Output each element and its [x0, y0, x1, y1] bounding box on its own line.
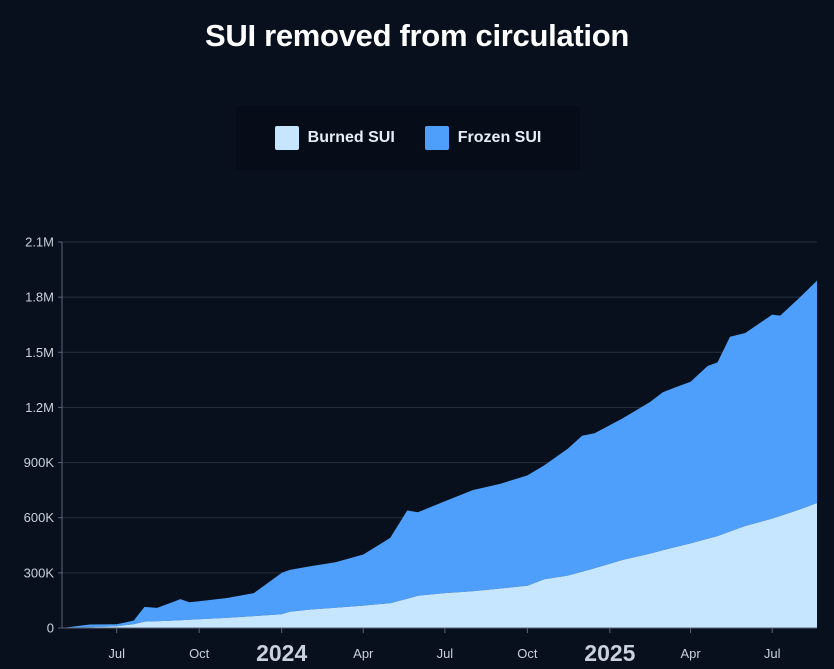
y-tick-label-6: 1.8M [25, 290, 54, 305]
y-tick-label-3: 900K [24, 455, 55, 470]
legend-swatch-burned-sui [274, 126, 299, 150]
y-tick-label-4: 1.2M [25, 400, 54, 415]
legend-item-frozen-sui[interactable]: Frozen SUI [424, 126, 542, 150]
x-tick-label-2: 2024 [256, 640, 307, 666]
chart-title: SUI removed from circulation [205, 18, 629, 53]
x-tick-label-5: Oct [517, 646, 538, 661]
y-tick-label-0: 0 [47, 621, 54, 636]
axes [61, 242, 817, 629]
y-tick-label-1: 300K [24, 565, 55, 580]
legend-label-frozen-sui: Frozen SUI [457, 129, 542, 146]
x-tick-label-8: Jul [764, 646, 781, 661]
legend: Burned SUI Frozen SUI [236, 106, 580, 170]
legend-swatch-frozen-sui [424, 126, 449, 150]
x-axis-ticks: Jul Oct 2024 Apr Jul Oct 2025 Apr Jul [108, 628, 781, 666]
x-tick-label-6: 2025 [584, 640, 635, 666]
y-tick-label-7: 2.1M [25, 235, 54, 250]
y-tick-label-5: 1.5M [25, 345, 54, 360]
area-series [62, 280, 817, 628]
x-tick-label-4: Jul [437, 646, 454, 661]
x-tick-label-0: Jul [108, 646, 125, 661]
legend-label-burned-sui: Burned SUI [307, 129, 395, 146]
area-frozen-sui[interactable] [62, 280, 817, 628]
area-burned-sui[interactable] [62, 503, 817, 628]
x-tick-label-1: Oct [189, 646, 210, 661]
y-tick-label-2: 600K [24, 510, 55, 525]
x-tick-label-3: Apr [353, 646, 374, 661]
y-axis-ticks: 0 300K 600K 900K 1.2M 1.5M 1.8M 2.1M [24, 235, 62, 636]
legend-item-burned-sui[interactable]: Burned SUI [274, 126, 395, 150]
x-tick-label-7: Apr [680, 646, 701, 661]
